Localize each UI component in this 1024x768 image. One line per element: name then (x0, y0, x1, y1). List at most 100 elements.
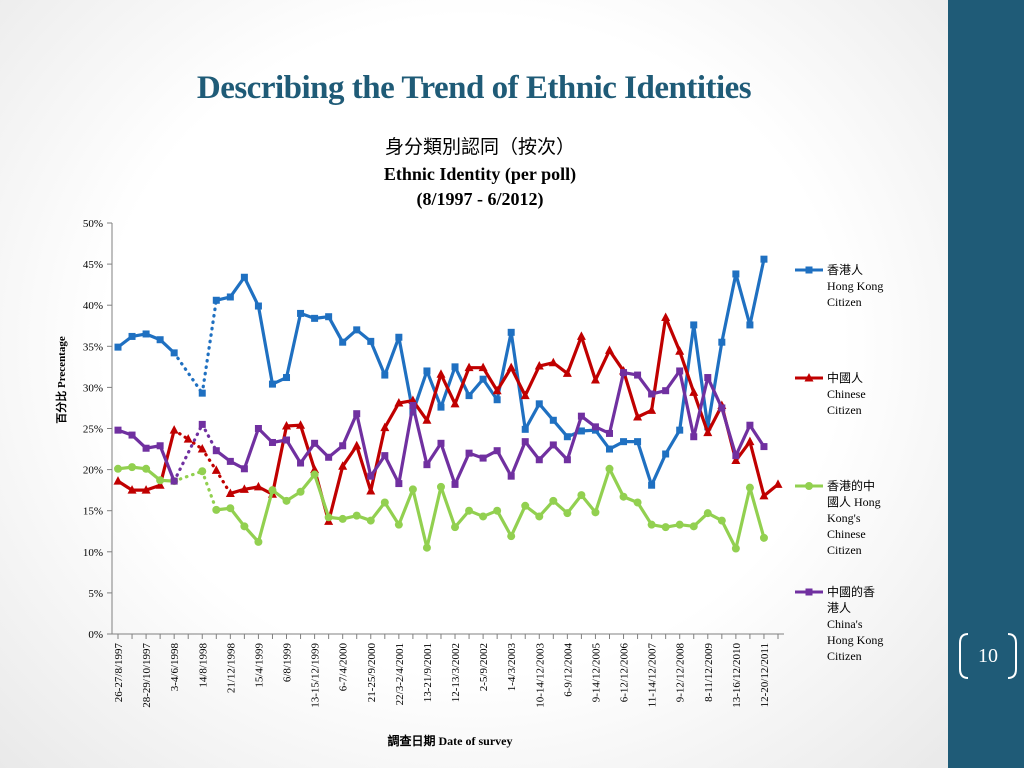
data-point (732, 270, 740, 278)
series-line-segment (523, 364, 541, 398)
data-point (367, 472, 375, 480)
chart-subtitle: (8/1997 - 6/2012) (416, 189, 544, 209)
series-line-segment (734, 486, 752, 551)
data-point (114, 464, 122, 473)
series-line-segment (439, 485, 457, 529)
data-point (535, 456, 543, 464)
series-line-segment (425, 485, 443, 550)
data-point (507, 472, 515, 480)
data-point (521, 501, 530, 510)
x-tick-label: 21-25/9/2000 (366, 643, 378, 703)
data-point (451, 480, 459, 488)
data-point (648, 390, 656, 398)
data-point (563, 509, 572, 518)
data-point (297, 459, 305, 467)
data-point (563, 433, 571, 441)
y-tick-label: 5% (88, 588, 103, 600)
data-point (451, 523, 460, 532)
data-point (465, 449, 473, 457)
data-point (183, 434, 193, 443)
series-line-segment (495, 449, 513, 478)
data-point (422, 543, 431, 552)
y-tick-label: 10% (83, 547, 103, 559)
data-point (563, 456, 571, 464)
data-point (422, 415, 432, 424)
data-point (367, 337, 375, 345)
series-line-segment (355, 412, 373, 478)
line-chart: 0% 5% 10% 15% 20% 25% 30% 35% 40% 45% 50% 26-27/8/1… (83, 218, 823, 708)
data-point (675, 520, 684, 529)
data-point (128, 431, 136, 439)
series-line-segment (593, 467, 612, 514)
series-line-segment (411, 487, 429, 550)
series-line-segment (298, 423, 317, 472)
slide-title: Describing the Trend of Ethnic Identitie… (196, 70, 752, 106)
data-point (464, 362, 474, 372)
series-line-segment (172, 422, 204, 483)
data-point (535, 512, 544, 521)
legend-label-line: Kong's (827, 511, 861, 525)
series-line-segment (200, 298, 218, 395)
series-line-segment (664, 315, 682, 353)
y-tick-label: 30% (83, 382, 103, 394)
data-point (676, 367, 684, 375)
series-line-segment (172, 351, 204, 395)
series-line-segment (158, 444, 176, 483)
series-line-segment (734, 423, 752, 458)
data-point (353, 326, 361, 334)
legend-label-line: Citizen (827, 295, 862, 309)
data-point (226, 457, 234, 465)
data-point (745, 483, 754, 492)
series-line-segment (565, 334, 584, 376)
y-tick-label: 40% (83, 300, 103, 312)
data-point (562, 368, 572, 377)
series-line-segment (523, 402, 541, 431)
series-line-segment (495, 366, 513, 393)
legend-label-line: China's (827, 617, 863, 631)
data-point (773, 479, 783, 488)
data-point (493, 506, 502, 515)
series-line-segment (720, 406, 738, 458)
data-point (198, 389, 206, 397)
data-point (507, 532, 516, 541)
series-line-segment (650, 452, 668, 487)
x-tick-label: 12-20/12/2011 (759, 643, 771, 707)
data-point (605, 429, 613, 437)
series-line-segment (172, 428, 190, 441)
slide-background (0, 0, 948, 768)
data-point (507, 328, 515, 336)
y-tick-label: 15% (83, 506, 103, 518)
legend-label-line: 港人 (827, 601, 852, 615)
series-line-segment (607, 371, 626, 436)
series-line-segment (383, 335, 401, 377)
x-tick-label: 1-4/3/2003 (506, 643, 518, 692)
series-line-segment (439, 372, 457, 406)
series-line-segment (256, 488, 275, 544)
legend-label-line: 中國人 (827, 371, 864, 385)
data-point (338, 461, 348, 470)
data-point (718, 404, 726, 412)
legend-label-line: 國人 Hong (827, 495, 881, 509)
series-line-segment (706, 340, 724, 429)
x-tick-label: 2-5/9/2002 (478, 643, 490, 691)
series-line-segment (341, 412, 359, 448)
data-point (395, 480, 403, 488)
series-line-segment (593, 348, 612, 382)
data-point (718, 338, 726, 346)
data-point (169, 425, 179, 434)
data-point (479, 512, 488, 521)
series-line-segment (369, 339, 387, 377)
data-point (296, 487, 305, 496)
data-point (212, 447, 220, 455)
series-line-segment (242, 275, 261, 308)
series-line-segment (748, 423, 766, 449)
series-line-segment (509, 366, 527, 398)
x-tick-label: 6/8/1999 (282, 643, 294, 683)
legend-label-line: 香港的中 (827, 479, 876, 493)
data-point (310, 464, 320, 474)
data-point (549, 416, 557, 424)
data-point (760, 443, 768, 451)
series-line-segment (565, 414, 584, 462)
x-tick-label: 15/4/1999 (253, 643, 265, 688)
x-tick-label: 13-21/9/2001 (422, 643, 434, 702)
